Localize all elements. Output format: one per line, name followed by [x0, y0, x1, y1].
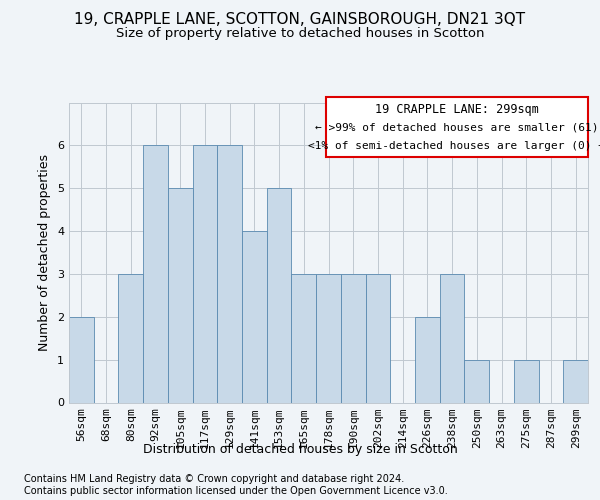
Bar: [514, 360, 539, 403]
Text: 19 CRAPPLE LANE: 299sqm: 19 CRAPPLE LANE: 299sqm: [375, 103, 539, 116]
Text: Contains public sector information licensed under the Open Government Licence v3: Contains public sector information licen…: [24, 486, 448, 496]
Bar: [316, 274, 341, 402]
Y-axis label: Number of detached properties: Number of detached properties: [38, 154, 52, 351]
Text: <1% of semi-detached houses are larger (0) →: <1% of semi-detached houses are larger (…: [308, 140, 600, 150]
Text: ← >99% of detached houses are smaller (61): ← >99% of detached houses are smaller (6…: [315, 122, 599, 132]
Bar: [292, 274, 316, 402]
Bar: [118, 274, 143, 402]
Bar: [464, 360, 489, 403]
Bar: [168, 188, 193, 402]
Text: 19, CRAPPLE LANE, SCOTTON, GAINSBOROUGH, DN21 3QT: 19, CRAPPLE LANE, SCOTTON, GAINSBOROUGH,…: [74, 12, 526, 28]
Bar: [440, 274, 464, 402]
Bar: [69, 317, 94, 402]
Bar: [365, 274, 390, 402]
Text: Distribution of detached houses by size in Scotton: Distribution of detached houses by size …: [143, 442, 457, 456]
Bar: [415, 317, 440, 402]
Bar: [326, 96, 588, 156]
Text: Contains HM Land Registry data © Crown copyright and database right 2024.: Contains HM Land Registry data © Crown c…: [24, 474, 404, 484]
Bar: [341, 274, 365, 402]
Bar: [267, 188, 292, 402]
Bar: [563, 360, 588, 403]
Text: Size of property relative to detached houses in Scotton: Size of property relative to detached ho…: [116, 28, 484, 40]
Bar: [217, 146, 242, 402]
Bar: [242, 231, 267, 402]
Bar: [143, 146, 168, 402]
Bar: [193, 146, 217, 402]
